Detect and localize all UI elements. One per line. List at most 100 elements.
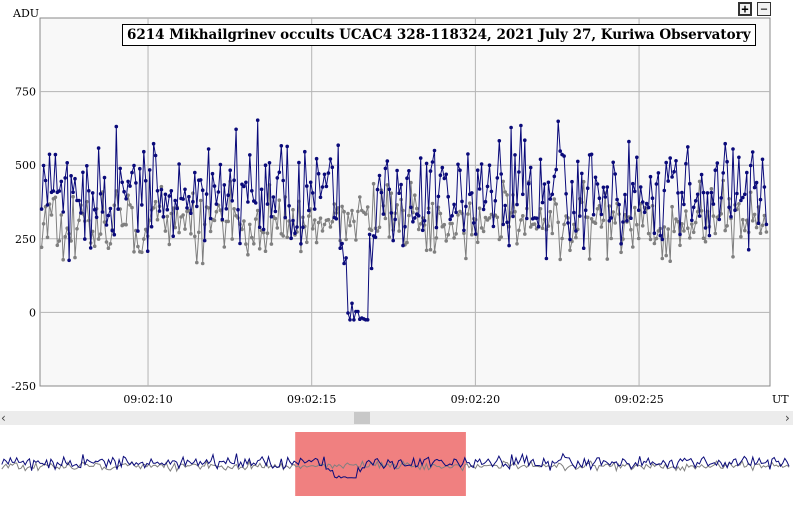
target-series-point <box>352 318 356 322</box>
comparison-series-point <box>587 257 592 261</box>
target-series-point <box>159 187 164 192</box>
comparison-series-point <box>554 202 558 206</box>
target-series-point <box>275 176 280 180</box>
comparison-series-point <box>748 190 753 195</box>
comparison-series-point <box>631 245 635 249</box>
scroll-track[interactable] <box>0 411 793 425</box>
target-series-point <box>432 148 437 153</box>
target-series-point <box>733 208 737 212</box>
target-series-point <box>391 238 396 243</box>
comparison-series-point <box>153 199 158 204</box>
target-series-point <box>638 185 643 189</box>
comparison-series-point <box>462 231 466 235</box>
target-series-point <box>754 180 759 185</box>
target-series-point <box>483 199 488 204</box>
comparison-series-point <box>383 216 388 221</box>
target-series-point <box>521 192 525 197</box>
comparison-series-point <box>63 234 67 239</box>
comparison-series-point <box>721 178 725 183</box>
scroll-right-arrow-icon[interactable]: › <box>785 411 790 425</box>
comparison-series-point <box>98 232 103 236</box>
target-series-point <box>570 179 574 184</box>
comparison-series-point <box>407 213 411 218</box>
target-series-point <box>676 191 680 195</box>
comparison-series-point <box>356 209 360 214</box>
target-series-point <box>112 232 117 237</box>
comparison-series-point <box>693 220 698 225</box>
comparison-series-point <box>568 248 572 253</box>
target-series-point <box>621 220 625 224</box>
target-series-point <box>210 171 215 176</box>
comparison-series-point <box>574 235 578 240</box>
comparison-series-point <box>764 230 769 234</box>
target-series-point <box>440 165 445 170</box>
target-series-point <box>615 197 619 202</box>
target-series-point <box>340 241 344 246</box>
comparison-series-point <box>585 215 590 220</box>
comparison-series-point <box>664 253 668 258</box>
comparison-series-point <box>499 235 504 239</box>
comparison-series-point <box>124 222 128 227</box>
target-series-point <box>393 217 398 222</box>
target-series-point <box>609 216 613 220</box>
target-series-point <box>513 153 517 157</box>
target-series-point <box>212 184 217 188</box>
zoom-out-button[interactable]: − <box>757 2 771 16</box>
comparison-series-point <box>39 245 44 250</box>
target-series-point <box>617 202 621 207</box>
target-series-point <box>120 180 124 185</box>
target-series-point <box>399 182 403 187</box>
comparison-series-point <box>581 179 586 184</box>
target-series-point <box>686 145 690 149</box>
target-series-point <box>727 205 731 210</box>
comparison-series-point <box>703 239 708 244</box>
comparison-series-point <box>509 211 513 215</box>
comparison-series-point <box>556 220 560 225</box>
comparison-series-point <box>202 222 207 227</box>
target-series-point <box>200 188 205 192</box>
comparison-series-point <box>636 236 641 241</box>
comparison-series-point <box>71 194 75 199</box>
target-series-point <box>464 204 468 209</box>
target-series-point <box>477 187 482 191</box>
target-series-point <box>305 184 309 188</box>
comparison-series-point <box>416 227 421 232</box>
comparison-series-point <box>257 247 262 251</box>
comparison-series-point <box>104 240 109 244</box>
comparison-series-point <box>183 227 187 231</box>
target-series-point <box>479 162 484 166</box>
target-series-line <box>41 120 767 321</box>
target-series-point <box>691 205 696 210</box>
target-series-point <box>106 213 111 218</box>
target-series-point <box>208 216 213 221</box>
scroll-left-arrow-icon[interactable]: ‹ <box>1 411 6 425</box>
comparison-series-point <box>45 235 50 240</box>
target-series-point <box>495 176 500 180</box>
zoom-in-button[interactable]: + <box>738 2 752 16</box>
target-series-point <box>678 232 682 237</box>
target-series-point <box>314 156 319 161</box>
target-series-point <box>739 198 743 203</box>
target-series-point <box>295 225 299 229</box>
comparison-series-point <box>540 226 545 230</box>
comparison-series-point <box>731 254 735 259</box>
target-series-point <box>640 200 645 204</box>
target-series-point <box>110 228 115 233</box>
target-series-point <box>636 208 641 212</box>
target-series-point <box>589 152 594 157</box>
comparison-series-point <box>688 236 692 240</box>
comparison-series-point <box>613 221 617 225</box>
comparison-series-point <box>743 228 747 233</box>
scroll-thumb[interactable] <box>354 412 370 424</box>
target-series-point <box>344 256 348 260</box>
target-series-point <box>450 214 454 218</box>
navigator-target-series <box>1 452 790 479</box>
target-series-point <box>238 241 242 246</box>
target-series-point <box>94 215 99 220</box>
comparison-series-point <box>177 230 181 235</box>
target-series-point <box>383 166 388 171</box>
target-series-point <box>411 219 415 224</box>
y-axis-label: ADU <box>12 7 39 20</box>
target-series-point <box>625 219 629 223</box>
comparison-series-point <box>155 217 160 222</box>
